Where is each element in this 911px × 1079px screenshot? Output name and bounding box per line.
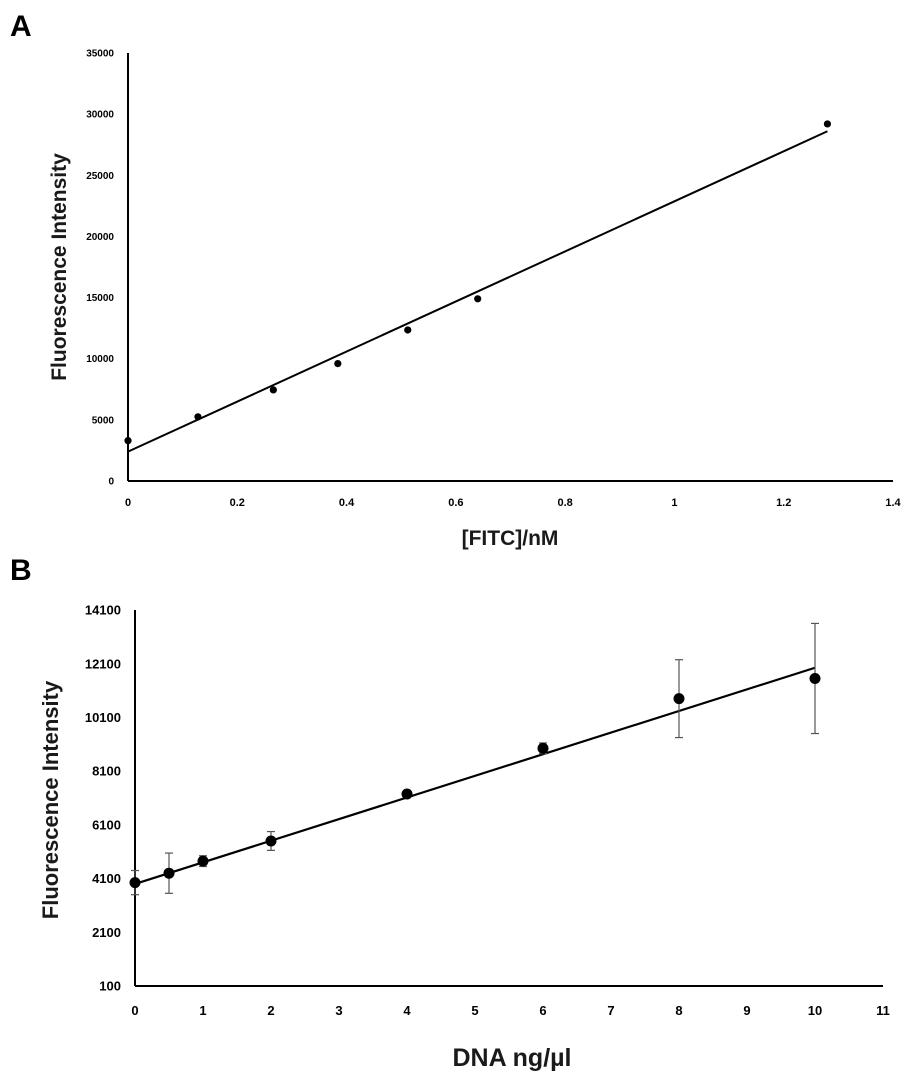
y-axis-label: Fluorescence Intensity	[38, 680, 63, 919]
x-tick-label: 1.4	[885, 497, 901, 509]
panel-letter-a: A	[10, 10, 32, 43]
data-point	[163, 867, 175, 879]
x-tick-label: 1	[199, 1003, 206, 1018]
y-tick-label: 35000	[86, 49, 114, 60]
y-tick-label: 15000	[86, 293, 114, 304]
y-axis-label: Fluorescence Intensity	[48, 153, 71, 381]
data-point	[194, 413, 202, 421]
x-tick-label: 2	[267, 1003, 274, 1018]
data-point	[823, 120, 832, 128]
data-point	[401, 788, 413, 800]
y-tick-label: 2100	[92, 925, 121, 940]
trendline	[127, 130, 828, 453]
data-point	[673, 693, 685, 705]
x-tick-label: 6	[539, 1003, 546, 1018]
data-point	[197, 855, 209, 867]
y-tick-label: 100	[99, 979, 121, 994]
y-tick-label: 5000	[92, 415, 115, 426]
x-tick-label: 5	[471, 1003, 478, 1018]
y-tick-label: 12100	[85, 656, 121, 671]
x-tick-label: 9	[743, 1003, 750, 1018]
data-point	[124, 437, 132, 445]
data-point	[404, 326, 412, 334]
y-tick-label: 14100	[85, 603, 121, 618]
x-axis-label: DNA ng/µl	[452, 1044, 571, 1072]
data-point	[537, 742, 549, 754]
y-tick-label: 8100	[92, 764, 121, 779]
x-tick-label: 4	[403, 1003, 411, 1018]
data-point	[265, 835, 277, 847]
y-tick-label: 10100	[85, 710, 121, 725]
x-tick-label: 1.2	[776, 497, 791, 509]
x-tick-label: 0.2	[230, 497, 245, 509]
x-tick-label: 0.8	[557, 497, 572, 509]
x-tick-label: 0.4	[339, 497, 355, 509]
x-tick-label: 0	[125, 497, 131, 509]
y-tick-label: 25000	[86, 171, 114, 182]
x-tick-label: 1	[671, 497, 677, 509]
x-tick-label: 11	[876, 1003, 890, 1018]
panel-letter-b: B	[10, 554, 32, 587]
y-tick-label: 10000	[86, 354, 114, 365]
x-tick-label: 7	[607, 1003, 614, 1018]
data-point	[809, 672, 821, 684]
x-tick-label: 10	[808, 1003, 822, 1018]
x-axis-label: [FITC]/nM	[462, 527, 559, 550]
chart-a: 0 5000 10000 15000 20000 25000 30000 35000 0 0.2 0…	[48, 49, 902, 551]
data-point	[129, 877, 141, 889]
y-tick-label: 4100	[92, 871, 121, 886]
y-tick-label: 30000	[86, 110, 114, 121]
y-tick-label: 0	[108, 477, 114, 488]
chart-b: 100 2100 4100 6100 8100 10100 12100 14100 0 1 2 3 4 5…	[38, 603, 890, 1072]
x-tick-label: 8	[675, 1003, 682, 1018]
y-tick-label: 20000	[86, 232, 114, 243]
data-point	[334, 360, 342, 368]
data-point	[474, 295, 482, 303]
x-tick-label: 0	[131, 1003, 138, 1018]
data-point	[269, 386, 277, 394]
x-tick-label: 3	[335, 1003, 342, 1018]
trendline	[134, 666, 816, 885]
y-tick-label: 6100	[92, 817, 121, 832]
x-tick-label: 0.6	[448, 497, 463, 509]
